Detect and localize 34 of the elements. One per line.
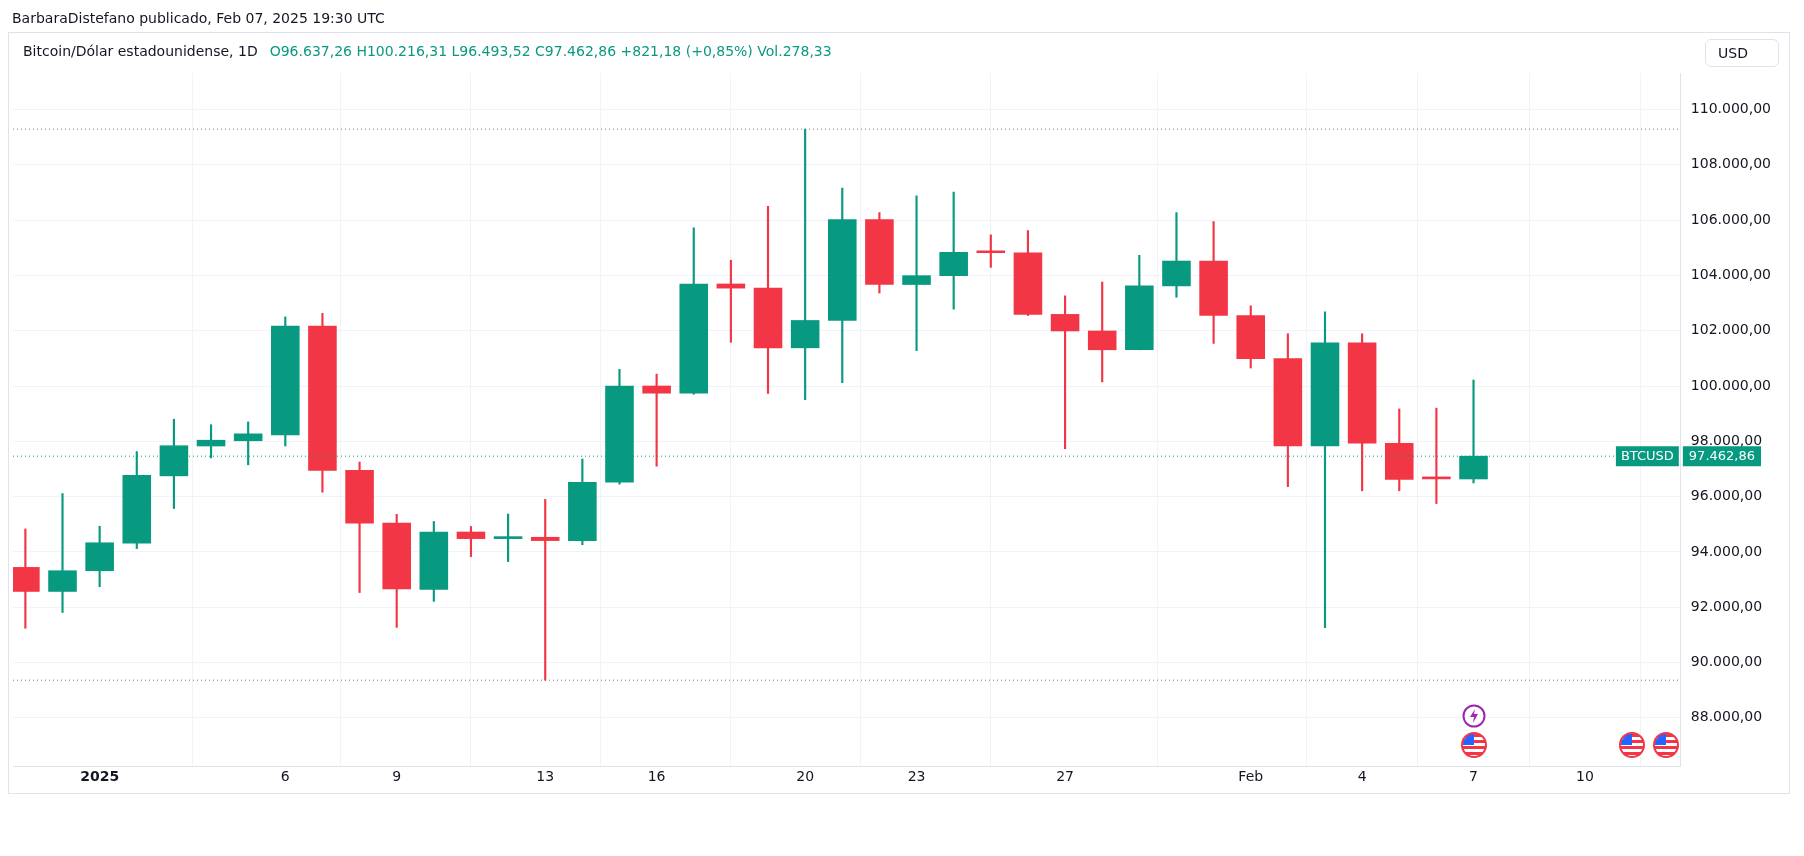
x-tick-label: Feb [1238,768,1264,785]
y-tick-label: 110.000,00 [1690,100,1772,117]
y-tick-label: 94.000,00 [1690,542,1763,559]
candlestick [1162,212,1191,298]
x-tick-label: 20 [796,768,815,785]
candlestick [48,493,77,613]
y-tick-label: 108.000,00 [1690,155,1772,172]
y-tick-label: 96.000,00 [1690,487,1763,504]
text: BarbaraDistefano publicado, Feb 07, 2025 19:30 UTC [11,9,386,28]
x-tick-label: 23 [907,768,926,785]
y-tick-label: 106.000,00 [1690,210,1772,227]
y-tick-label: 90.000,00 [1690,653,1763,670]
y-tick-label: 104.000,00 [1690,266,1772,283]
x-tick-label: 4 [1357,768,1367,785]
chart-title: Bitcoin/Dólar estadounidense, 1D [23,43,258,59]
x-tick-label: 13 [536,768,555,785]
x-tick-label: 2025 [80,768,120,785]
candlestick [902,195,931,351]
y-tick-label: 92.000,00 [1690,597,1763,614]
y-tick-label: 98.000,00 [1690,431,1763,448]
x-tick-label: 16 [647,768,666,785]
y-tick-label: 100.000,00 [1690,376,1772,393]
chart-subtitle: O96.637,26 H100.216,31 L96.493,52 C97.462,86 +821,18 (+0,85%) Vol.278,33 [269,43,832,59]
x-tick-label: 27 [1056,768,1074,785]
y-axis-title: USD [1705,39,1779,67]
y-tick-label: 102.000,00 [1690,321,1772,338]
x-tick-label: 10 [1576,768,1594,785]
x-tick-label: 6 [280,768,290,785]
x-tick-label: 7 [1469,768,1478,785]
y-tick-label: 88.000,00 [1690,708,1763,725]
ref-line-label: BTCUSD [1620,447,1674,463]
x-tick-label: 9 [392,768,402,785]
text: 97.462,86 [1688,447,1756,463]
candlestick [530,499,560,681]
